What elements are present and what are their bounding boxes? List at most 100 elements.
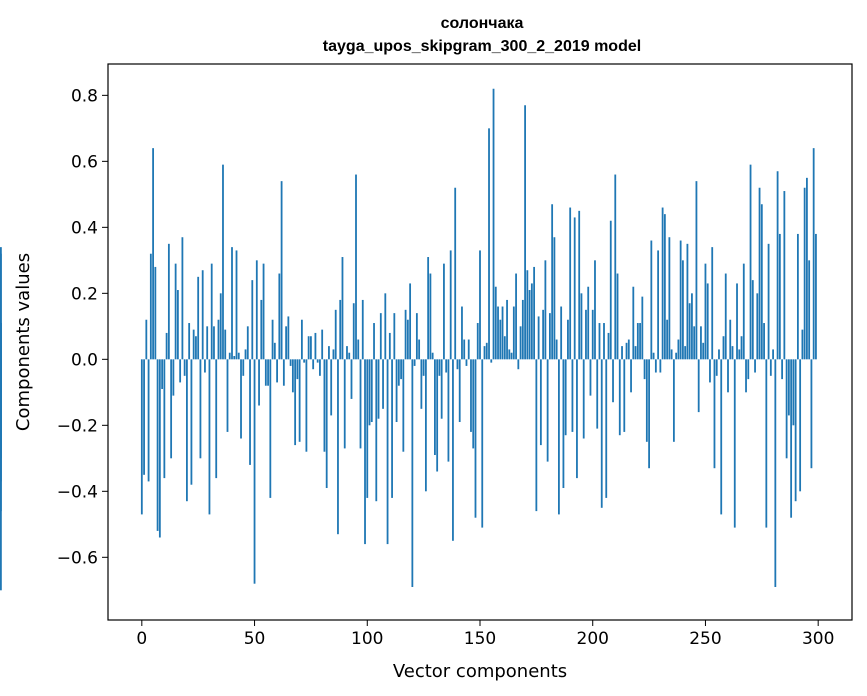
- bar: [607, 332, 610, 360]
- x-tick-label: 50: [244, 629, 266, 649]
- bar: [233, 356, 236, 360]
- bar: [406, 319, 409, 360]
- bar: [533, 266, 536, 360]
- bar: [530, 283, 533, 360]
- bar: [654, 359, 657, 373]
- bar: [745, 359, 747, 393]
- bar: [808, 260, 811, 360]
- bar: [289, 359, 292, 366]
- bar: [580, 293, 583, 360]
- bar: [474, 359, 477, 518]
- bar: [312, 359, 315, 370]
- bar: [411, 359, 414, 587]
- bar: [192, 329, 195, 360]
- bar: [402, 359, 405, 452]
- x-tick-label: 0: [136, 629, 147, 649]
- bar: [616, 273, 619, 360]
- bar: [785, 359, 788, 459]
- bar: [235, 250, 238, 360]
- bar: [291, 359, 294, 393]
- bar: [483, 346, 486, 360]
- bar: [485, 342, 488, 360]
- bar: [186, 359, 188, 502]
- bar: [282, 359, 285, 386]
- bar: [576, 359, 578, 479]
- bar: [645, 359, 648, 442]
- bar: [553, 237, 556, 360]
- y-axis-label: Components values: [13, 253, 34, 431]
- bar: [467, 339, 470, 360]
- bar: [334, 309, 337, 360]
- bar: [571, 359, 574, 432]
- bar: [709, 359, 711, 383]
- bar: [346, 346, 348, 360]
- bar: [330, 359, 333, 416]
- bar: [393, 313, 396, 360]
- bar: [316, 359, 319, 363]
- bar: [567, 319, 569, 360]
- bar: [560, 306, 563, 360]
- bar: [562, 359, 565, 489]
- bar: [219, 293, 222, 360]
- bar: [415, 313, 418, 360]
- bar: [379, 313, 382, 360]
- bar: [359, 359, 362, 449]
- bar: [264, 359, 267, 386]
- bar: [314, 332, 317, 360]
- bar: [0, 323, 2, 360]
- bar: [165, 332, 168, 360]
- bar: [758, 187, 761, 360]
- bar: [424, 359, 427, 492]
- bar: [285, 326, 288, 360]
- bar: [298, 359, 301, 442]
- bar: [677, 339, 680, 360]
- bar: [199, 359, 202, 459]
- bar: [140, 359, 143, 515]
- y-tick-label: −0.6: [57, 548, 98, 568]
- bar: [589, 359, 592, 396]
- bar: [339, 299, 342, 360]
- bar: [197, 276, 200, 360]
- bar: [494, 286, 497, 360]
- bar: [503, 336, 506, 360]
- bar: [237, 352, 240, 360]
- bar: [328, 346, 330, 360]
- bar: [481, 359, 484, 528]
- bar: [636, 323, 639, 360]
- bar: [294, 359, 297, 446]
- bar: [702, 342, 705, 360]
- bar: [210, 263, 213, 360]
- bar: [325, 359, 328, 489]
- bar: [447, 359, 450, 462]
- bar: [668, 237, 671, 360]
- bar: [409, 283, 412, 360]
- bar: [794, 359, 797, 502]
- bar: [461, 306, 463, 360]
- bar: [781, 359, 784, 380]
- bar: [258, 359, 260, 406]
- bar: [634, 346, 637, 360]
- bar: [700, 326, 702, 360]
- bar: [765, 359, 768, 528]
- bar: [686, 243, 689, 360]
- bar: [774, 359, 777, 587]
- bar: [479, 250, 481, 360]
- bar: [332, 349, 335, 360]
- bar: [0, 253, 2, 360]
- y-axis-ticks: −0.6 −0.4 −0.2 0.0 0.2 0.4 0.6 0.8: [57, 86, 108, 568]
- bar: [499, 319, 502, 360]
- bar: [300, 319, 303, 360]
- y-tick-label: 0.0: [71, 350, 98, 370]
- bar: [812, 148, 815, 360]
- bar: [458, 359, 461, 423]
- bar: [382, 359, 384, 409]
- bar: [179, 359, 182, 383]
- bar: [652, 352, 655, 360]
- bar: [255, 260, 258, 360]
- bar: [519, 326, 522, 360]
- bar: [190, 359, 193, 485]
- bar: [799, 359, 802, 492]
- bar: [521, 299, 524, 360]
- bar: [648, 359, 650, 469]
- bar: [742, 263, 745, 360]
